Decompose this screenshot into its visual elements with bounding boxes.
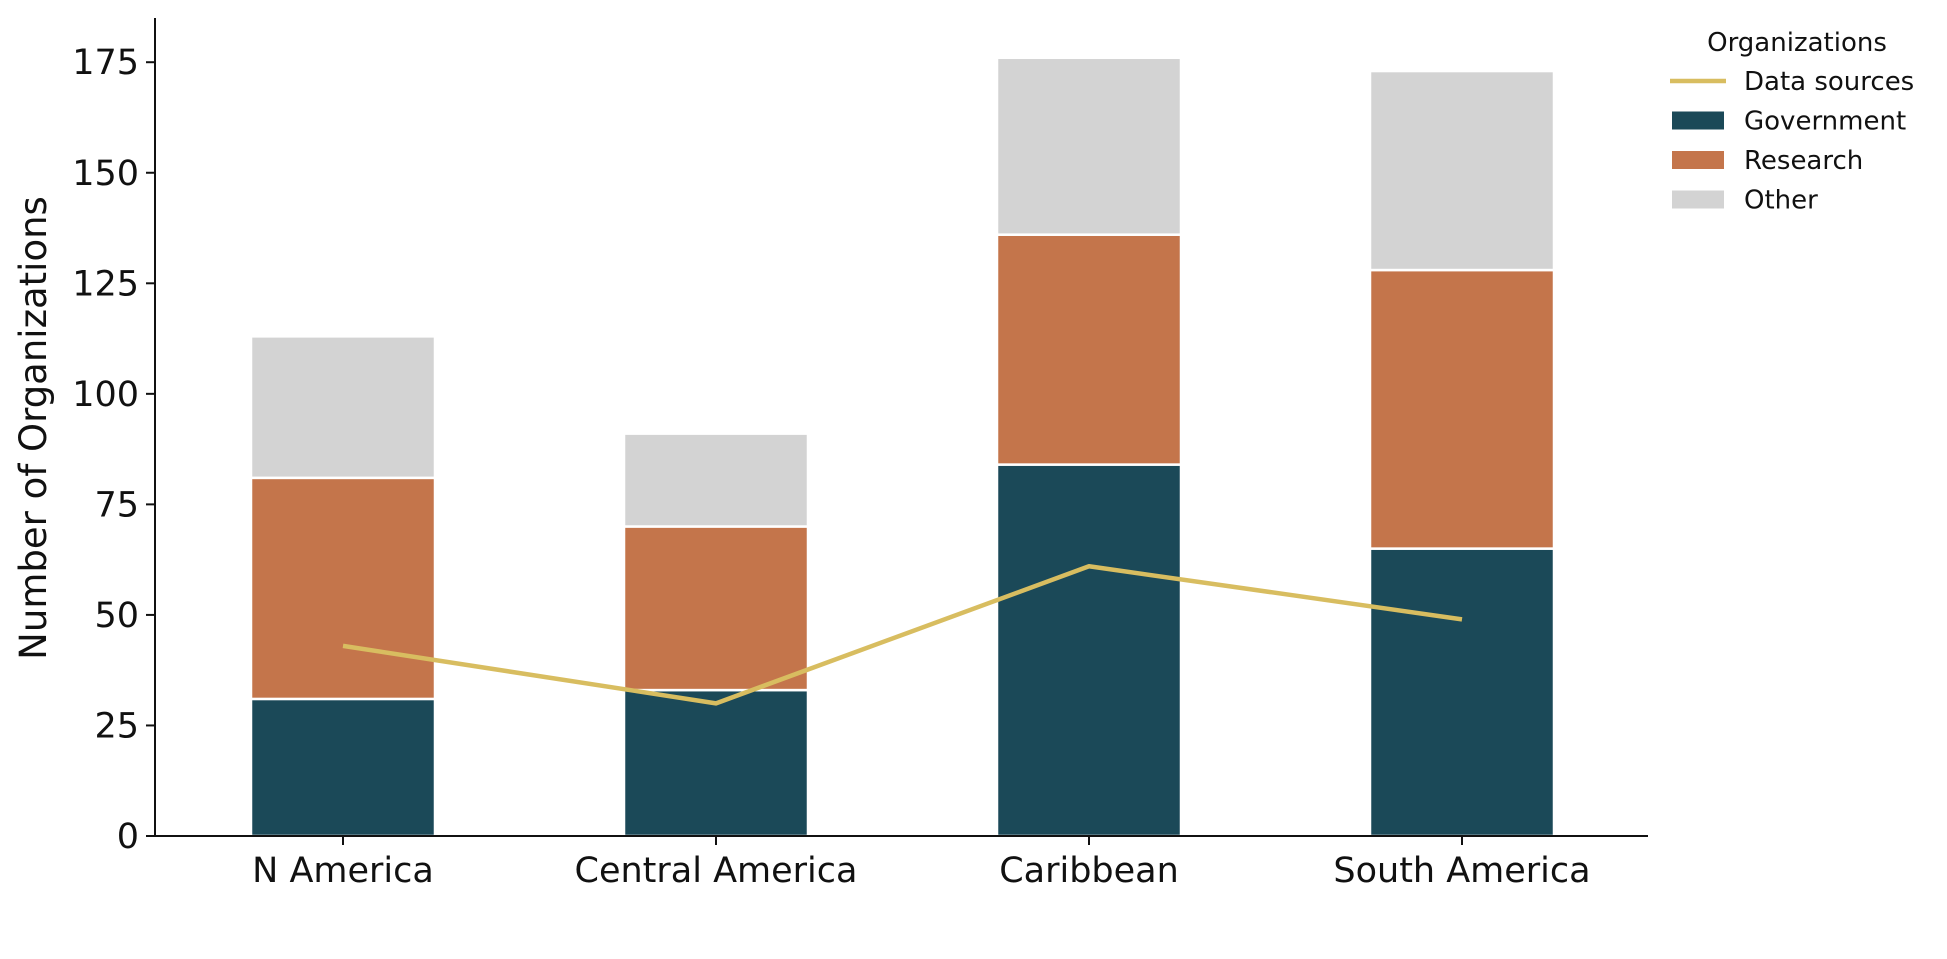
bars-layer (249, 56, 1556, 838)
x-tick-label-n-america: N America (252, 851, 434, 891)
bar-research-caribbean (995, 233, 1183, 466)
axes-layer: 0 25 50 75 100 125 150 175 N America Central Amer… (72, 18, 1648, 891)
y-tick-label-75: 75 (94, 485, 139, 525)
line-data-sources (342, 564, 1463, 706)
bar-research-south-america (1368, 268, 1556, 550)
bar-research-central-america (622, 525, 810, 692)
bar-other-central-america (622, 432, 810, 528)
x-tick-label-caribbean: Caribbean (999, 851, 1179, 891)
bar-research-n-america (249, 476, 437, 701)
legend-label-other: Other (1744, 186, 1818, 216)
y-tick-label-175: 175 (72, 43, 139, 83)
bar-government-n-america (249, 697, 437, 838)
legend: Organizations Data sources Government Rese… (1670, 28, 1914, 216)
y-axis-title: Number of Organizations (12, 196, 55, 660)
bar-other-south-america (1368, 69, 1556, 272)
bar-other-caribbean (995, 56, 1183, 236)
bar-government-caribbean (995, 463, 1183, 838)
y-tick-label-150: 150 (72, 154, 139, 194)
y-tick-label-50: 50 (94, 596, 139, 636)
y-tick-label-100: 100 (72, 375, 139, 415)
legend-label-data-sources: Data sources (1744, 67, 1914, 97)
legend-label-government: Government (1744, 107, 1906, 137)
legend-label-research: Research (1744, 146, 1863, 176)
legend-title: Organizations (1707, 28, 1887, 58)
line-layer (342, 564, 1463, 706)
y-tick-label-0: 0 (117, 817, 139, 857)
bar-government-south-america (1368, 547, 1556, 838)
x-tick-label-south-america: South America (1333, 851, 1590, 891)
legend-swatch-research (1672, 151, 1724, 169)
x-tick-label-central-america: Central America (575, 851, 858, 891)
y-tick-label-25: 25 (94, 706, 139, 746)
bar-other-n-america (249, 335, 437, 480)
legend-swatch-government (1672, 111, 1724, 130)
legend-swatch-other (1672, 190, 1724, 209)
bar-government-central-america (622, 688, 810, 838)
y-tick-label-125: 125 (72, 264, 139, 304)
